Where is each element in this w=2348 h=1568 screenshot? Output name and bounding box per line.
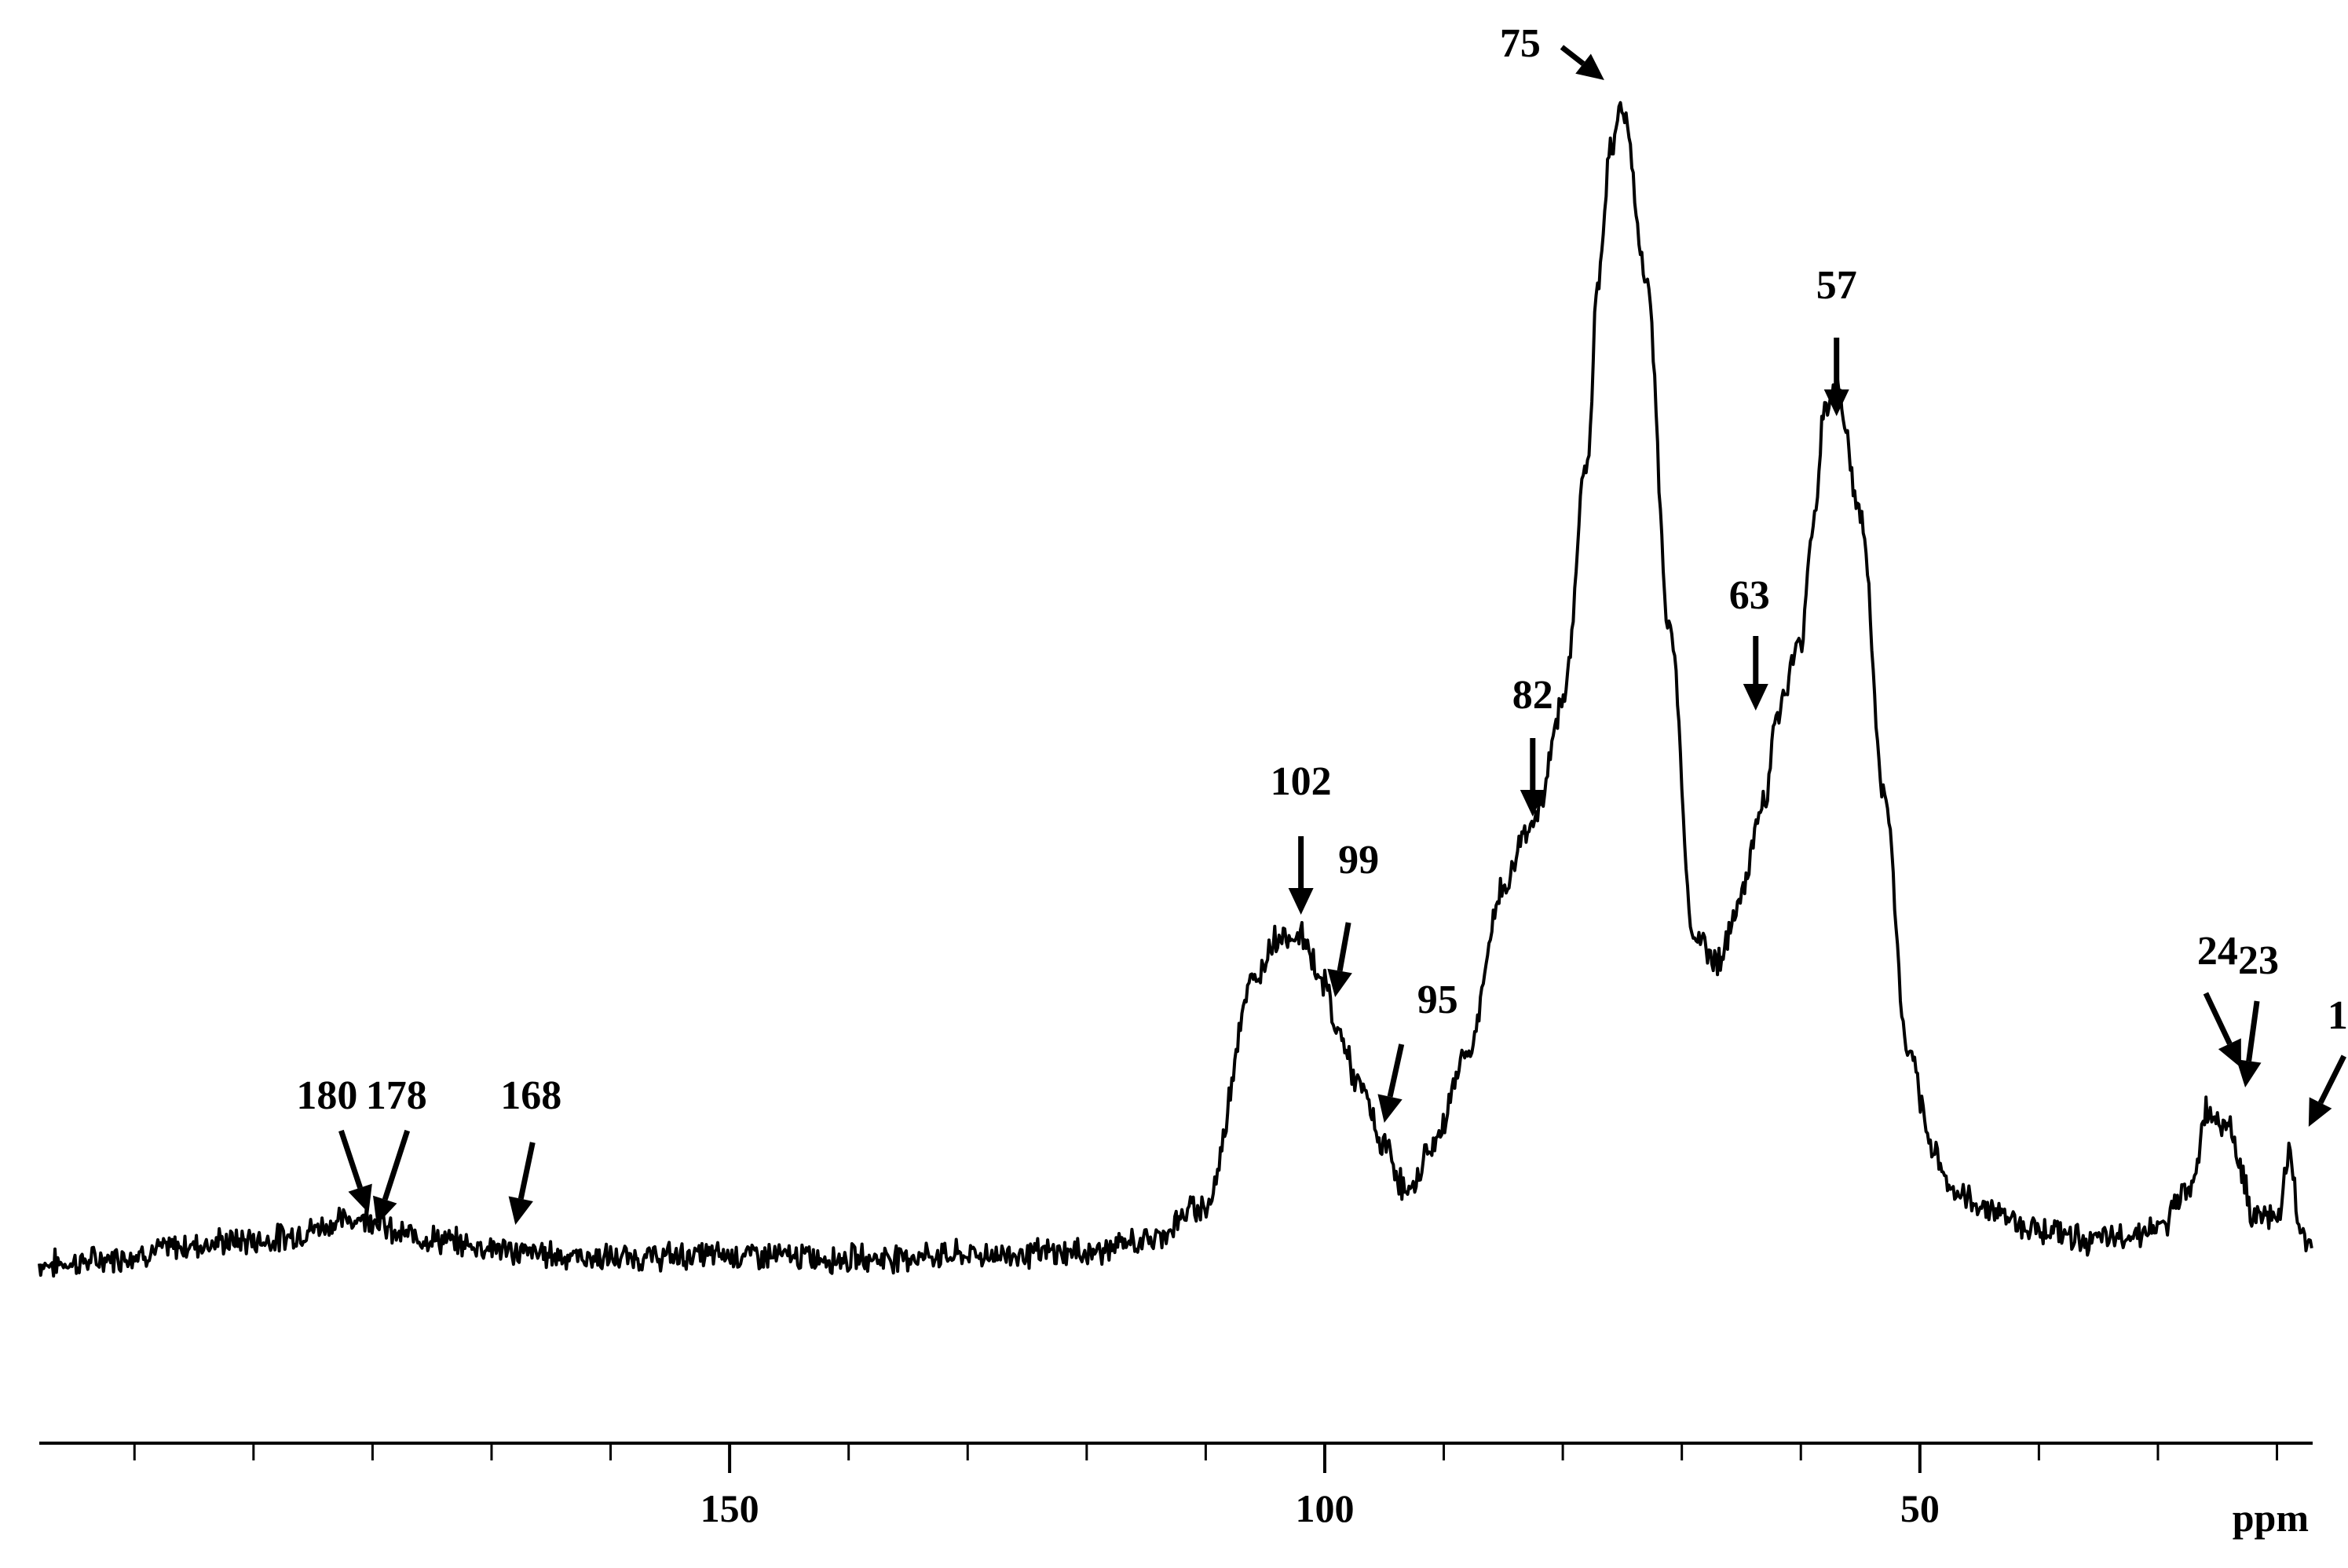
annotation-arrow-head <box>1288 888 1314 915</box>
annotation-arrow-shaft <box>1560 45 1585 66</box>
peak-annotation: 95 <box>1377 978 1458 1123</box>
x-axis: 150 100 50 <box>39 1442 2313 1530</box>
annotation-arrow-shaft <box>2203 992 2233 1045</box>
annotation-arrow-shaft <box>2317 1054 2346 1105</box>
peak-annotation: 180 <box>296 1073 372 1213</box>
annotation-arrow-shaft <box>1337 922 1351 972</box>
spectrum-layer <box>38 101 2313 1278</box>
annotation-arrow-shaft <box>2246 1000 2260 1062</box>
annotation-arrow-shaft <box>518 1142 536 1200</box>
peak-label: 75 <box>1500 21 1541 66</box>
peak-label: 57 <box>1816 263 1857 308</box>
peak-label: 63 <box>1729 573 1770 618</box>
peak-label: 178 <box>366 1073 427 1118</box>
annotation-arrow-head <box>2308 1097 2332 1127</box>
peak-annotation: 24 <box>2197 929 2241 1068</box>
peak-annotation: 82 <box>1512 673 1553 817</box>
x-tick-label: 150 <box>700 1486 759 1530</box>
peak-annotation: 57 <box>1816 263 1857 416</box>
peak-label: 95 <box>1417 978 1458 1022</box>
x-axis-label: ppm <box>2233 1496 2309 1540</box>
peak-annotation: 178 <box>366 1073 427 1225</box>
peak-annotation: 102 <box>1271 759 1332 915</box>
annotation-arrow-head <box>1520 790 1545 817</box>
annotation-arrow-head <box>2218 1038 2241 1068</box>
annotation-arrow-head <box>1823 389 1849 416</box>
peak-annotation: 99 <box>1327 838 1379 997</box>
peak-label: 102 <box>1271 759 1332 804</box>
peak-label: 180 <box>296 1073 357 1118</box>
peak-label: 23 <box>2238 938 2279 983</box>
annotation-arrow-head <box>2236 1059 2262 1087</box>
peak-label: 18 <box>2328 993 2348 1038</box>
peak-label: 24 <box>2197 929 2238 974</box>
annotation-arrow-head <box>1327 968 1352 997</box>
peak-label: 168 <box>500 1073 561 1118</box>
annotation-arrow-head <box>348 1183 372 1213</box>
peak-annotation: 75 <box>1500 21 1604 80</box>
spectrum-line <box>38 101 2313 1278</box>
annotation-arrow-head <box>1377 1094 1403 1123</box>
peak-annotation: 23 <box>2236 938 2279 1087</box>
annotation-arrow-head <box>373 1195 397 1225</box>
peak-annotation: 18 <box>2308 993 2348 1127</box>
x-tick-label: 100 <box>1295 1486 1354 1530</box>
annotation-arrow-shaft <box>1387 1044 1405 1098</box>
annotation-arrow-head <box>1575 53 1604 80</box>
peak-annotation: 168 <box>500 1073 561 1225</box>
annotation-arrow-head <box>508 1196 533 1225</box>
x-tick-label: 50 <box>1900 1486 1940 1530</box>
annotation-arrow-head <box>1743 684 1768 711</box>
peak-label: 82 <box>1512 673 1553 718</box>
annotation-arrow-shaft <box>338 1129 363 1189</box>
annotation-arrow-shaft <box>382 1129 411 1201</box>
peak-annotation: 63 <box>1729 573 1770 711</box>
peak-label: 99 <box>1338 838 1379 883</box>
